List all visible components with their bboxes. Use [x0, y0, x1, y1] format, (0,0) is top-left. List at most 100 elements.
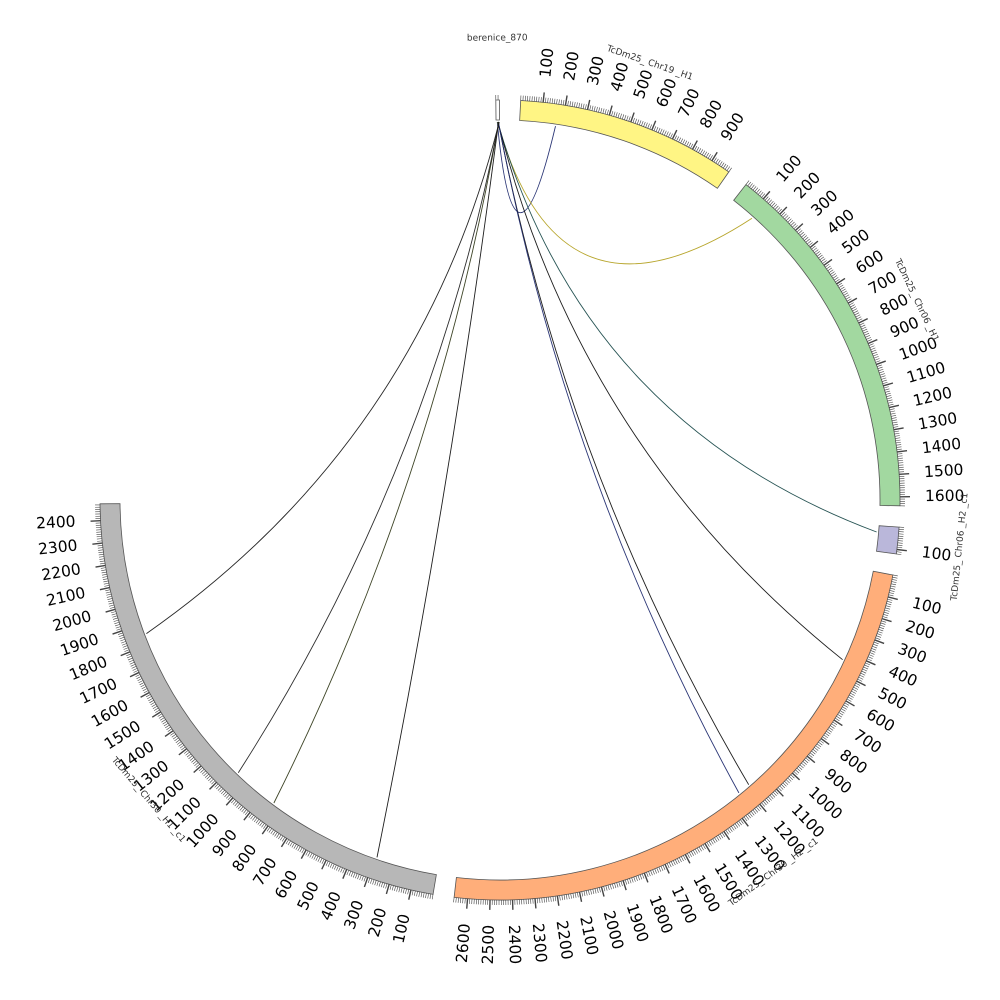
minor-tick	[636, 119, 640, 125]
minor-tick	[801, 762, 806, 767]
minor-tick	[850, 692, 855, 696]
minor-tick	[643, 121, 646, 127]
minor-tick	[826, 730, 831, 735]
major-tick	[95, 564, 106, 568]
minor-tick	[141, 686, 147, 690]
minor-tick	[206, 775, 211, 780]
minor-tick	[102, 578, 108, 580]
minor-tick	[828, 727, 834, 731]
minor-tick	[309, 852, 313, 858]
minor-tick	[261, 823, 265, 828]
minor-tick	[645, 122, 648, 128]
minor-tick	[762, 801, 767, 806]
minor-tick	[863, 666, 869, 670]
minor-tick	[793, 225, 798, 229]
minor-tick	[825, 263, 830, 268]
minor-tick	[732, 824, 737, 830]
minor-tick	[683, 855, 686, 861]
minor-tick	[879, 373, 885, 376]
major-tick	[823, 258, 833, 266]
minor-tick	[842, 290, 847, 294]
minor-tick	[666, 863, 670, 869]
minor-tick	[632, 117, 635, 123]
minor-tick	[167, 728, 173, 732]
minor-tick	[614, 883, 617, 889]
minor-tick	[805, 757, 810, 762]
tick-label: 2000	[51, 607, 94, 635]
minor-tick	[694, 145, 698, 151]
minor-tick	[698, 846, 702, 852]
minor-tick	[329, 862, 333, 868]
minor-tick	[565, 894, 568, 900]
minor-tick	[112, 617, 118, 620]
minor-tick	[833, 277, 839, 281]
minor-tick	[598, 107, 601, 113]
minor-tick	[340, 867, 343, 873]
minor-tick	[768, 199, 772, 204]
minor-tick	[832, 275, 838, 279]
minor-tick	[582, 103, 585, 109]
minor-tick	[749, 812, 753, 817]
minor-tick	[661, 129, 665, 135]
major-tick	[225, 797, 234, 806]
minor-tick	[151, 703, 157, 708]
minor-tick	[112, 615, 118, 618]
minor-tick	[812, 247, 818, 252]
minor-tick	[860, 324, 866, 328]
minor-tick	[370, 878, 373, 884]
minor-tick	[170, 732, 175, 736]
minor-tick	[209, 778, 214, 783]
link-berenice_870-TcDm25_Chr30_H2_c1-5	[497, 121, 740, 794]
minor-tick	[712, 838, 716, 844]
minor-tick	[585, 104, 587, 110]
minor-tick	[121, 641, 126, 644]
major-tick	[791, 772, 801, 781]
minor-tick	[234, 802, 239, 807]
minor-tick	[257, 820, 262, 825]
minor-tick	[129, 661, 135, 665]
minor-tick	[877, 631, 883, 634]
minor-tick	[637, 875, 640, 881]
minor-tick	[706, 842, 710, 847]
minor-tick	[883, 614, 889, 617]
minor-tick	[860, 672, 866, 676]
minor-tick	[574, 892, 577, 898]
minor-tick	[342, 868, 345, 874]
major-tick	[643, 872, 649, 883]
minor-tick	[717, 160, 721, 165]
minor-tick	[591, 105, 594, 111]
minor-tick	[179, 744, 185, 749]
minor-tick	[338, 866, 341, 872]
minor-tick	[822, 736, 827, 740]
minor-tick	[157, 713, 163, 717]
minor-tick	[612, 883, 615, 889]
minor-tick	[208, 777, 213, 782]
tick-label: 200	[903, 617, 937, 643]
minor-tick	[878, 368, 884, 372]
minor-tick	[380, 882, 383, 888]
minor-tick	[616, 882, 619, 888]
minor-tick	[819, 740, 824, 744]
tick-label: 600	[271, 867, 301, 902]
minor-tick	[890, 585, 896, 588]
minor-tick	[892, 419, 898, 422]
minor-tick	[896, 448, 902, 450]
major-tick	[209, 781, 218, 790]
minor-tick	[793, 771, 798, 776]
minor-tick	[674, 859, 678, 865]
minor-tick	[585, 890, 588, 896]
minor-tick	[652, 869, 655, 875]
major-tick	[723, 831, 731, 841]
link-berenice_870-TcDm25_Chr30_H1_c1-6	[376, 121, 500, 858]
minor-tick	[453, 897, 455, 903]
minor-tick	[709, 155, 713, 160]
minor-tick	[830, 271, 835, 275]
minor-tick	[816, 252, 822, 257]
minor-tick	[714, 837, 718, 842]
minor-tick	[188, 755, 193, 760]
minor-tick	[198, 767, 203, 772]
minor-tick	[101, 569, 107, 572]
tick-label: 1200	[911, 383, 954, 410]
major-tick	[881, 617, 892, 623]
minor-tick	[819, 256, 825, 261]
